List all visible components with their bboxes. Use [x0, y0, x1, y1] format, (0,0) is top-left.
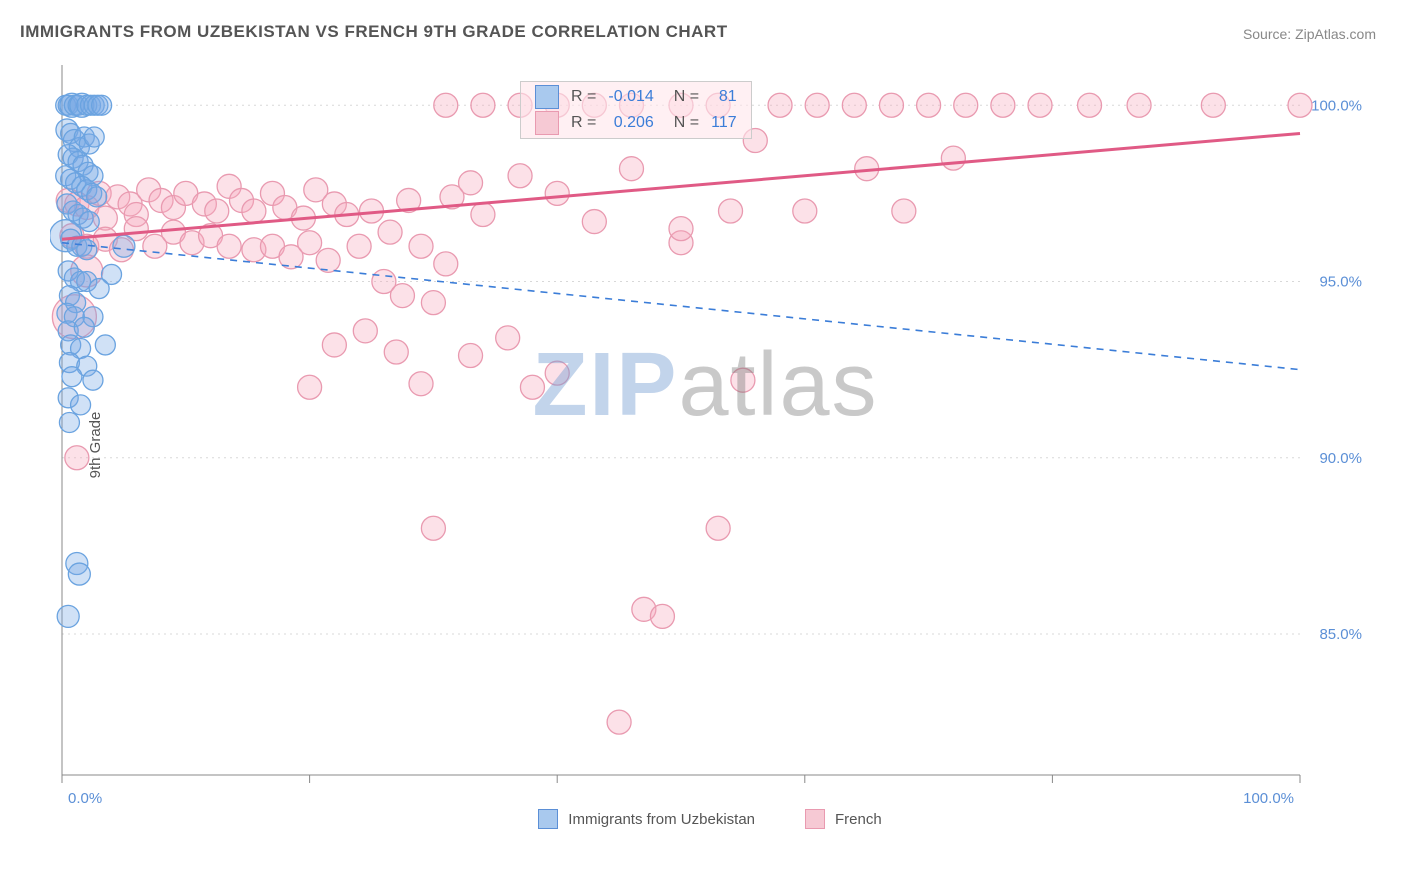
svg-text:0.0%: 0.0% [68, 790, 102, 807]
stats-N-label: N = [660, 110, 705, 136]
bottom-legend: Immigrants from Uzbekistan French [50, 809, 1370, 829]
svg-text:90.0%: 90.0% [1319, 450, 1362, 467]
stats-N-uzbekistan: 81 [705, 84, 743, 110]
svg-text:100.0%: 100.0% [1311, 97, 1362, 114]
legend-label-uzbekistan: Immigrants from Uzbekistan [568, 811, 755, 828]
chart-area: 9th Grade 85.0% 90.0% 95.0% 100.0% 0.0% 100.0… [50, 55, 1370, 835]
stats-R-label: R = [565, 110, 602, 136]
stats-N-french: 117 [705, 110, 743, 136]
stats-R-french: 0.206 [602, 110, 659, 136]
correlation-stats-box: R = -0.014 N = 81 R = 0.206 N = 117 [520, 81, 752, 139]
svg-text:100.0%: 100.0% [1243, 790, 1294, 807]
stats-R-uzbekistan: -0.014 [602, 84, 659, 110]
svg-text:95.0%: 95.0% [1319, 274, 1362, 291]
legend-item-french: French [805, 809, 882, 829]
scatter-plot-svg: 85.0% 90.0% 95.0% 100.0% 0.0% 100.0% [50, 55, 1370, 835]
stats-swatch-uzbekistan [535, 85, 559, 109]
stats-N-label: N = [660, 84, 705, 110]
legend-label-french: French [835, 811, 882, 828]
legend-swatch-uzbekistan [538, 809, 558, 829]
legend-item-uzbekistan: Immigrants from Uzbekistan [538, 809, 755, 829]
stats-swatch-french [535, 111, 559, 135]
stats-R-label: R = [565, 84, 602, 110]
y-axis-label: 9th Grade [87, 412, 104, 479]
source-label: Source: ZipAtlas.com [1243, 26, 1376, 42]
svg-text:85.0%: 85.0% [1319, 626, 1362, 643]
chart-title: IMMIGRANTS FROM UZBEKISTAN VS FRENCH 9TH… [20, 22, 728, 42]
legend-swatch-french [805, 809, 825, 829]
